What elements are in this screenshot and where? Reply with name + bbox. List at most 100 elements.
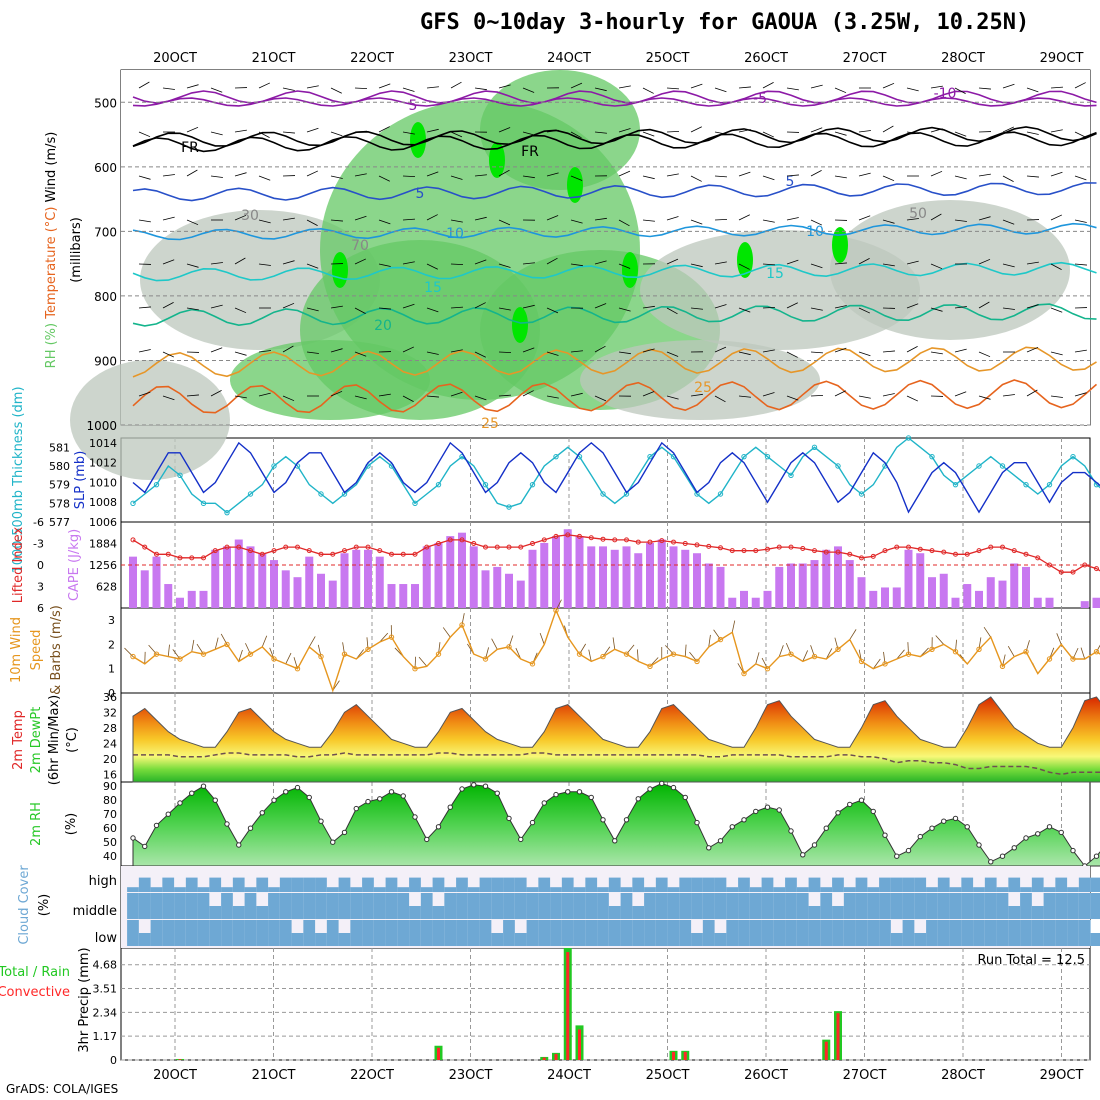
wind-barb	[738, 351, 751, 356]
wind-barb	[810, 219, 823, 226]
cloud-cell	[561, 920, 574, 946]
cape-bar	[1045, 597, 1054, 608]
temperature-contour	[132, 131, 1097, 153]
bottom-tick-label: 25OCT	[646, 1068, 690, 1083]
cape-bar	[869, 590, 878, 608]
wind-barb	[618, 170, 631, 177]
cloud-cell	[832, 877, 844, 892]
wind-barb	[210, 87, 223, 93]
wind-barb	[978, 258, 991, 265]
rh2m-point	[400, 793, 406, 799]
wind-barb	[474, 216, 487, 221]
wind-barb	[474, 259, 487, 265]
wind-barb	[474, 87, 487, 91]
cloud-cell	[514, 877, 527, 892]
wind-barb	[234, 351, 247, 356]
temperature-contour	[132, 97, 1097, 107]
wind-barb	[402, 395, 414, 402]
wind-barb	[882, 393, 895, 397]
cloud-cell	[961, 893, 974, 919]
rh-high-shading	[410, 122, 426, 158]
li-point	[1058, 569, 1064, 575]
cloud-cell	[491, 893, 504, 919]
li-tick: -3	[33, 538, 44, 551]
rh2m-point	[835, 810, 841, 816]
page-title: GFS 0~10day 3-hourly for GAOUA (3.25W, 1…	[420, 10, 1030, 35]
wind-barb	[282, 395, 295, 402]
cloud-cell	[714, 933, 727, 946]
profile-y-tick: 700	[94, 225, 117, 239]
temperature-contour	[132, 222, 1097, 241]
precip-conv-bar	[824, 1041, 828, 1060]
cape-bar	[528, 549, 537, 608]
thickness-tick: 579	[49, 479, 70, 492]
cape-bar	[258, 553, 267, 608]
wind-barb-10m	[849, 629, 857, 640]
wind-barb	[1050, 214, 1063, 221]
cape-bar	[305, 556, 314, 608]
cloud-cell	[726, 920, 739, 946]
wind-barb	[210, 131, 223, 136]
cape-bar	[140, 570, 149, 608]
wind-barb	[186, 263, 199, 268]
wind-speed-point	[153, 651, 160, 657]
cloud-cell	[655, 877, 668, 892]
cloud-cell	[362, 920, 374, 946]
li-point	[753, 548, 759, 554]
cloud-cell	[197, 893, 210, 919]
wind-panel: 3 2 1 0 10m Wind Speed & Barbs (m/s)	[9, 599, 1100, 700]
wind-barb-10m	[191, 639, 195, 652]
wind-barb	[378, 83, 391, 89]
cloud-cell	[937, 893, 950, 919]
rh2m-point	[1058, 829, 1064, 836]
wind-barb-10m	[588, 649, 592, 662]
li-point	[494, 544, 500, 550]
cape-bar	[775, 566, 784, 608]
rh2m-point	[494, 790, 500, 796]
wind-barb	[1026, 131, 1039, 135]
cloud-cell	[244, 920, 257, 946]
rh2m-point	[224, 821, 230, 827]
wind-barb	[810, 394, 824, 397]
cloud-cell	[644, 920, 656, 946]
wind-barb	[1074, 349, 1087, 353]
wind-barb	[138, 219, 151, 223]
wind-barb	[234, 129, 247, 133]
wind-barb	[498, 351, 512, 354]
cloud-cell	[1067, 920, 1079, 946]
li-point	[318, 551, 324, 557]
cloud-cell	[420, 893, 433, 919]
contour-label: 70	[351, 238, 369, 254]
cape-bar	[998, 580, 1007, 608]
cloud-cell	[1020, 893, 1032, 919]
temperature-contour	[132, 346, 1097, 378]
t2m-tick: 20	[103, 753, 117, 766]
rh2m-point	[236, 842, 242, 848]
rh2m-point	[294, 784, 301, 791]
cloud-cell	[467, 887, 480, 892]
precip-tick: 0	[110, 1054, 117, 1067]
wind-barb-10m	[612, 637, 616, 650]
bottom-tick-label: 24OCT	[547, 1068, 591, 1083]
wind-barb	[330, 305, 343, 309]
wind-barb	[642, 131, 655, 137]
cloud-cell	[773, 920, 786, 946]
rh2m-point	[952, 815, 959, 822]
wind-barb	[426, 307, 439, 313]
cloud-cell	[961, 920, 974, 946]
rh2m-point	[929, 825, 935, 831]
wind-barb	[162, 174, 175, 177]
wind-barb	[858, 307, 871, 314]
cloud-cell	[362, 877, 374, 892]
wind-barb	[642, 219, 655, 222]
wind-barbs-label: & Barbs (m/s)	[49, 605, 64, 695]
wind-barb	[954, 391, 967, 397]
wind-speed-point	[1023, 649, 1029, 655]
cloud-cell	[444, 920, 457, 946]
wind-barb	[186, 84, 199, 89]
cape-bar	[411, 584, 419, 608]
wind-barb	[186, 126, 199, 133]
cloud-cell	[937, 877, 950, 892]
li-point	[612, 537, 618, 543]
wind-barb	[522, 175, 535, 179]
